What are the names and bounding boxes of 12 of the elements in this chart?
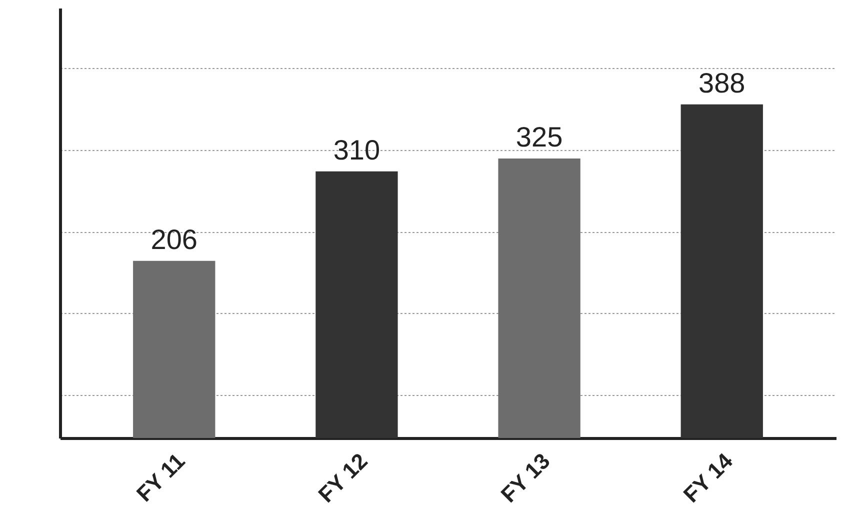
bar <box>680 104 763 438</box>
data-label: 388 <box>698 67 746 98</box>
x-tick-label: FY 12 <box>313 448 372 508</box>
x-tick-label: FY 13 <box>496 448 555 508</box>
data-label: 325 <box>516 122 563 152</box>
x-tick-label: FY 11 <box>132 448 190 506</box>
data-label: 310 <box>333 134 380 166</box>
bar <box>316 171 398 438</box>
x-tick-label: FY 14 <box>678 448 738 508</box>
bar <box>133 260 216 438</box>
bar <box>498 158 580 438</box>
data-label: 206 <box>150 224 198 255</box>
